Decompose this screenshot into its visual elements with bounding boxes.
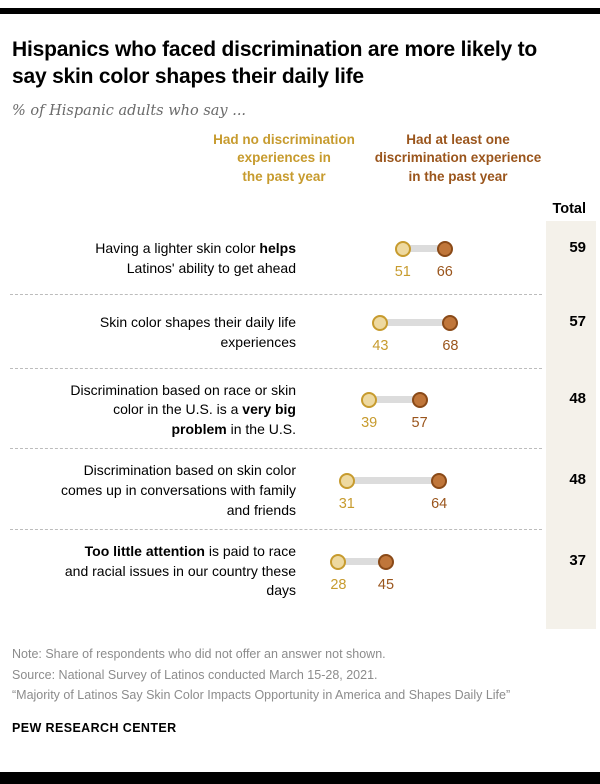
brand: PEW RESEARCH CENTER [12, 721, 177, 736]
row-label-segment: Skin color shapes their daily life exper… [99, 314, 296, 350]
discrimination-dot [442, 314, 459, 331]
row-total-cell: 59 [546, 233, 600, 285]
discrimination-value: 64 [431, 495, 448, 512]
row-label-segment: Discrimination based on skin color comes… [61, 462, 296, 518]
dumbbell: 28 45 [296, 546, 546, 598]
row-label: Having a lighter skin color helps Latino… [0, 239, 296, 278]
row-total-cell: 57 [546, 307, 600, 359]
total-value: 37 [569, 551, 586, 569]
legend: Had no discrimination experiences in the p… [0, 131, 600, 195]
connector-bar [402, 245, 445, 253]
dumbbell: 31 64 [296, 465, 546, 517]
row-label-segment: in the U.S. [226, 420, 296, 437]
row-plot: 39 57 [296, 384, 546, 436]
connector-bar [369, 396, 420, 404]
dumbbell: 39 57 [296, 384, 546, 436]
source-line: Source: National Survey of Latinos condu… [12, 667, 378, 682]
report-title-line: “Majority of Latinos Say Skin Color Impa… [12, 688, 511, 703]
discrimination-dot [431, 472, 448, 489]
row-label: Discrimination based on skin color comes… [0, 461, 296, 520]
row-label-segment: Having a lighter skin color [95, 240, 260, 256]
total-value: 48 [569, 470, 586, 488]
chart-subtitle: % of Hispanic adults who say ... [12, 102, 247, 119]
total-value: 57 [569, 312, 586, 330]
no-discrimination-value: 39 [361, 414, 378, 431]
row-label: Too little attention is paid to race and… [0, 542, 296, 601]
chart-row: Skin color shapes their daily life exper… [0, 295, 600, 369]
chart-row: Discrimination based on skin color comes… [0, 449, 600, 530]
no-discrimination-dot [338, 472, 355, 489]
discrimination-dot [436, 240, 453, 257]
dumbbell: 43 68 [296, 307, 546, 359]
discrimination-value: 68 [442, 337, 459, 354]
discrimination-value: 66 [436, 263, 453, 280]
legend-discrimination: Had at least one discrimination experienc… [374, 131, 542, 185]
chart-row: Too little attention is paid to race and… [0, 530, 600, 611]
row-total-cell: 48 [546, 384, 600, 436]
bottom-border [0, 772, 600, 784]
total-column-header: Total [552, 200, 586, 217]
note-line: Note: Share of respondents who did not o… [12, 646, 386, 661]
row-label: Discrimination based on race or skin col… [0, 381, 296, 440]
row-label-segment: Latinos' ability to get ahead [126, 259, 296, 276]
no-discrimination-dot [330, 553, 347, 570]
chart-row: Discrimination based on race or skin col… [0, 369, 600, 450]
no-discrimination-value: 28 [330, 576, 347, 593]
row-label-bold-segment: very big problem [171, 401, 297, 437]
no-discrimination-value: 43 [372, 337, 389, 354]
footer-notes: Note: Share of respondents who did not o… [12, 645, 588, 738]
chart-row: Having a lighter skin color helps Latino… [0, 221, 600, 295]
dumbbell: 51 66 [296, 233, 546, 285]
no-discrimination-value: 31 [338, 495, 355, 512]
row-plot: 31 64 [296, 465, 546, 517]
row-plot: 43 68 [296, 307, 546, 359]
no-discrimination-dot [394, 240, 411, 257]
connector-bar [380, 319, 451, 327]
legend-no-discrimination: Had no discrimination experiences in the p… [213, 131, 355, 185]
row-total-cell: 48 [546, 465, 600, 517]
top-border [0, 8, 600, 14]
connector-bar [338, 558, 386, 566]
discrimination-dot [378, 553, 394, 570]
row-total-cell: 37 [546, 546, 600, 598]
discrimination-dot [411, 391, 428, 408]
no-discrimination-dot [372, 314, 389, 331]
no-discrimination-value: 51 [394, 263, 411, 280]
row-label-segment: Discrimination based on race or skin col… [70, 381, 296, 418]
row-label-bold-segment: helps [259, 240, 296, 256]
row-plot: 51 66 [296, 233, 546, 285]
total-value: 48 [569, 389, 586, 407]
row-label: Skin color shapes their daily life exper… [0, 313, 296, 352]
row-label-segment: is paid to race and racial issues in our… [64, 543, 296, 599]
connector-bar [346, 477, 440, 485]
row-plot: 28 45 [296, 546, 546, 598]
discrimination-value: 45 [377, 576, 395, 593]
total-value: 59 [569, 238, 586, 256]
no-discrimination-dot [361, 391, 378, 408]
discrimination-value: 57 [411, 414, 428, 431]
row-label-bold-segment: Too little attention [84, 543, 205, 560]
total-column-band [546, 220, 596, 629]
chart-body: Having a lighter skin color helps Latino… [0, 220, 600, 629]
page-title: Hispanics who faced discrimination are m… [12, 38, 538, 89]
